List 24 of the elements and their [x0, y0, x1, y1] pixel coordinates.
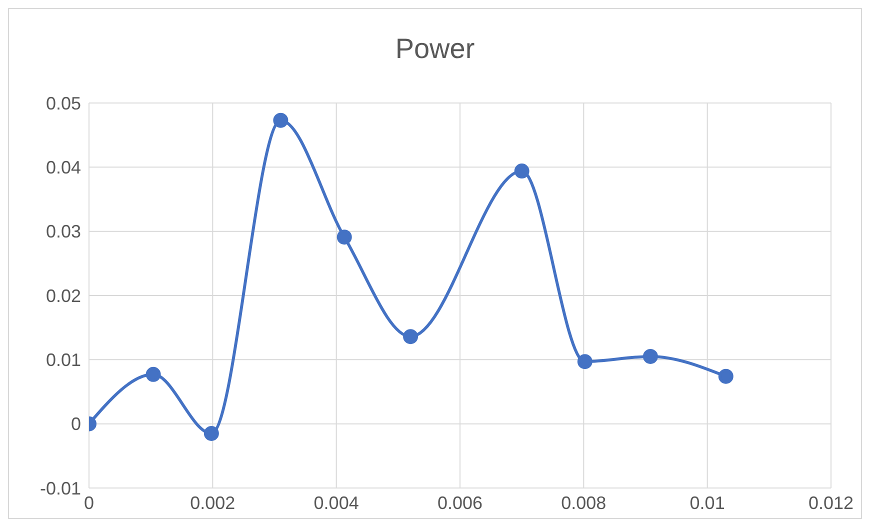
point: [336, 230, 352, 245]
point: [204, 426, 219, 441]
y-tick-label: 0.05: [46, 93, 81, 114]
point: [514, 164, 530, 179]
x-tick-label: 0.004: [314, 492, 359, 513]
y-tick-label: 0.02: [46, 286, 81, 306]
y-tick-label: 0.04: [46, 158, 81, 178]
point: [146, 366, 161, 382]
x-tick-label: 0.008: [561, 492, 606, 513]
y-tick-label: 0.01: [46, 350, 81, 370]
y-tick-label: 0.03: [46, 222, 81, 242]
chart-title: Power: [394, 32, 476, 66]
y-tick-label: -0.01: [40, 478, 81, 498]
x-tick-label: 0: [84, 492, 94, 513]
y-tick-label: 0: [70, 414, 81, 434]
point: [642, 348, 658, 364]
x-tick-label: 0.006: [437, 492, 483, 513]
point: [718, 368, 734, 384]
point: [577, 354, 592, 370]
x-tick-label: 0.002: [190, 492, 236, 513]
x-tick-label: 0.012: [808, 492, 854, 513]
x-tick-label: 0.01: [690, 492, 725, 513]
point: [273, 112, 288, 128]
point: [403, 329, 418, 344]
